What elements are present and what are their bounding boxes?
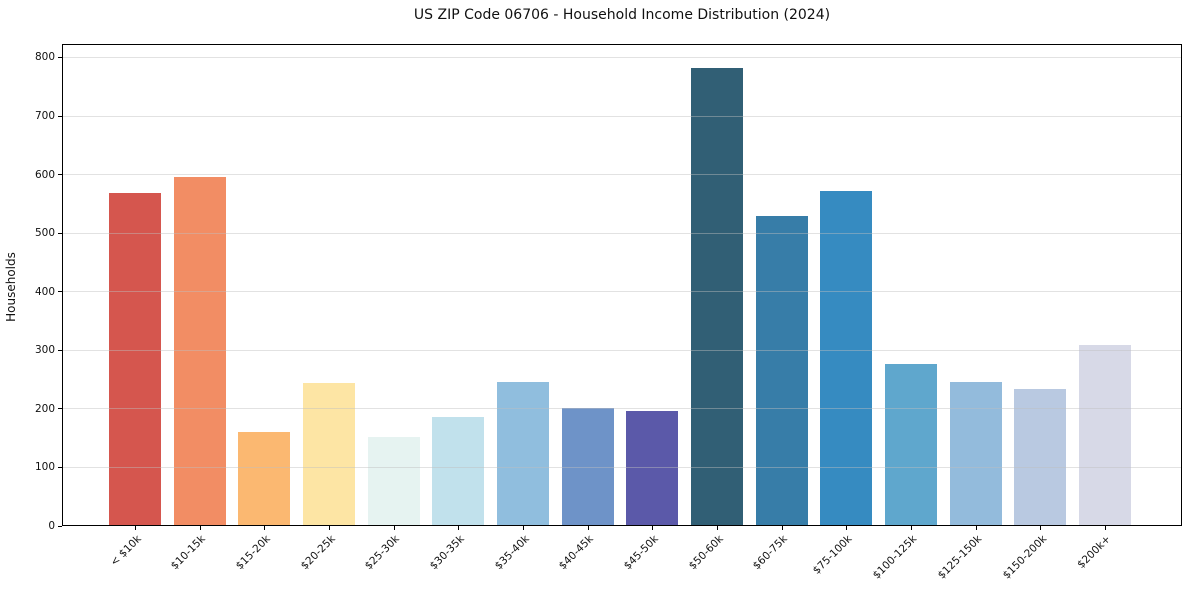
- gridline: [62, 291, 1182, 293]
- bar-$15-20k: [238, 432, 291, 526]
- gridline: [62, 466, 1182, 468]
- x-tick-mark: [329, 526, 330, 530]
- x-tick-mark: [975, 526, 977, 530]
- x-tick-mark: [523, 526, 525, 530]
- x-tick-label: $50-60k: [686, 533, 726, 573]
- x-tick-label: $20-25k: [298, 533, 338, 573]
- gridline: [62, 174, 1182, 176]
- x-tick-label: $40-45k: [557, 533, 597, 573]
- x-tick-label: < $10k: [107, 533, 144, 569]
- bar-$25-30k: [367, 437, 420, 526]
- x-tick-mark: [587, 526, 589, 530]
- gridline: [62, 56, 1182, 58]
- x-tick-label: $25-30k: [363, 533, 403, 573]
- x-tick-mark: [199, 526, 201, 530]
- x-tick-label: $30-35k: [427, 533, 467, 573]
- bar-$60-75k: [755, 216, 808, 526]
- gridline: [62, 232, 1182, 234]
- y-tick-mark: [58, 349, 62, 351]
- bar-$40-45k: [561, 408, 614, 526]
- x-tick-mark: [135, 526, 136, 530]
- bar-< $10k: [109, 193, 161, 526]
- x-tick-label: $10-15k: [169, 533, 209, 573]
- x-tick-label: $75-100k: [811, 533, 855, 577]
- gridline: [62, 408, 1182, 410]
- y-tick-label: 200: [34, 402, 55, 415]
- y-tick-mark: [58, 56, 62, 58]
- y-tick-label: 700: [34, 110, 55, 123]
- bar-$30-35k: [432, 417, 485, 526]
- gridline: [62, 115, 1182, 117]
- y-tick-mark: [58, 525, 62, 527]
- gridline: [62, 349, 1182, 351]
- x-tick-mark: [264, 526, 266, 530]
- y-tick-label: 500: [34, 227, 55, 240]
- x-tick-mark: [1105, 526, 1107, 530]
- y-tick-label: 800: [34, 51, 55, 64]
- x-tick-mark: [846, 526, 848, 530]
- x-tick-label: $125-150k: [935, 533, 985, 582]
- bar-$50-60k: [691, 68, 744, 526]
- x-tick-label: $60-75k: [751, 533, 791, 573]
- bar-$10-15k: [173, 177, 226, 526]
- x-tick-mark: [1040, 526, 1042, 530]
- bar-$125-150k: [949, 382, 1002, 526]
- x-tick-mark: [781, 526, 783, 530]
- y-tick-label: 300: [34, 344, 55, 357]
- x-tick-label: $35-40k: [492, 533, 532, 573]
- x-tick-mark: [393, 526, 395, 530]
- x-tick-label: $200k+: [1075, 533, 1114, 571]
- bar-$45-50k: [626, 411, 679, 526]
- y-tick-mark: [58, 291, 62, 293]
- chart-title: US ZIP Code 06706 - Household Income Dis…: [413, 7, 831, 23]
- bar-$200k+: [1079, 345, 1132, 526]
- x-tick-label: $100-125k: [870, 533, 920, 582]
- y-tick-mark: [58, 232, 62, 234]
- y-tick-mark: [58, 115, 62, 117]
- bar-$100-125k: [885, 364, 938, 526]
- x-tick-mark: [717, 526, 719, 530]
- x-tick-label: $150-200k: [1000, 533, 1049, 582]
- x-tick-label: $15-20k: [233, 533, 273, 573]
- x-tick-label: $45-50k: [621, 533, 661, 573]
- bar-$35-40k: [497, 382, 550, 526]
- bar-$75-100k: [820, 191, 873, 526]
- x-tick-mark: [652, 526, 654, 530]
- y-tick-mark: [58, 174, 62, 176]
- y-tick-label: 600: [34, 168, 55, 181]
- y-tick-label: 0: [48, 520, 55, 532]
- x-tick-mark: [458, 526, 460, 530]
- y-tick-mark: [58, 466, 62, 468]
- y-tick-mark: [58, 408, 62, 410]
- y-tick-label: 400: [34, 285, 55, 298]
- x-tick-mark: [911, 526, 913, 530]
- bar-$20-25k: [303, 383, 355, 526]
- y-tick-label: 100: [34, 461, 55, 474]
- bar-$150-200k: [1014, 389, 1067, 526]
